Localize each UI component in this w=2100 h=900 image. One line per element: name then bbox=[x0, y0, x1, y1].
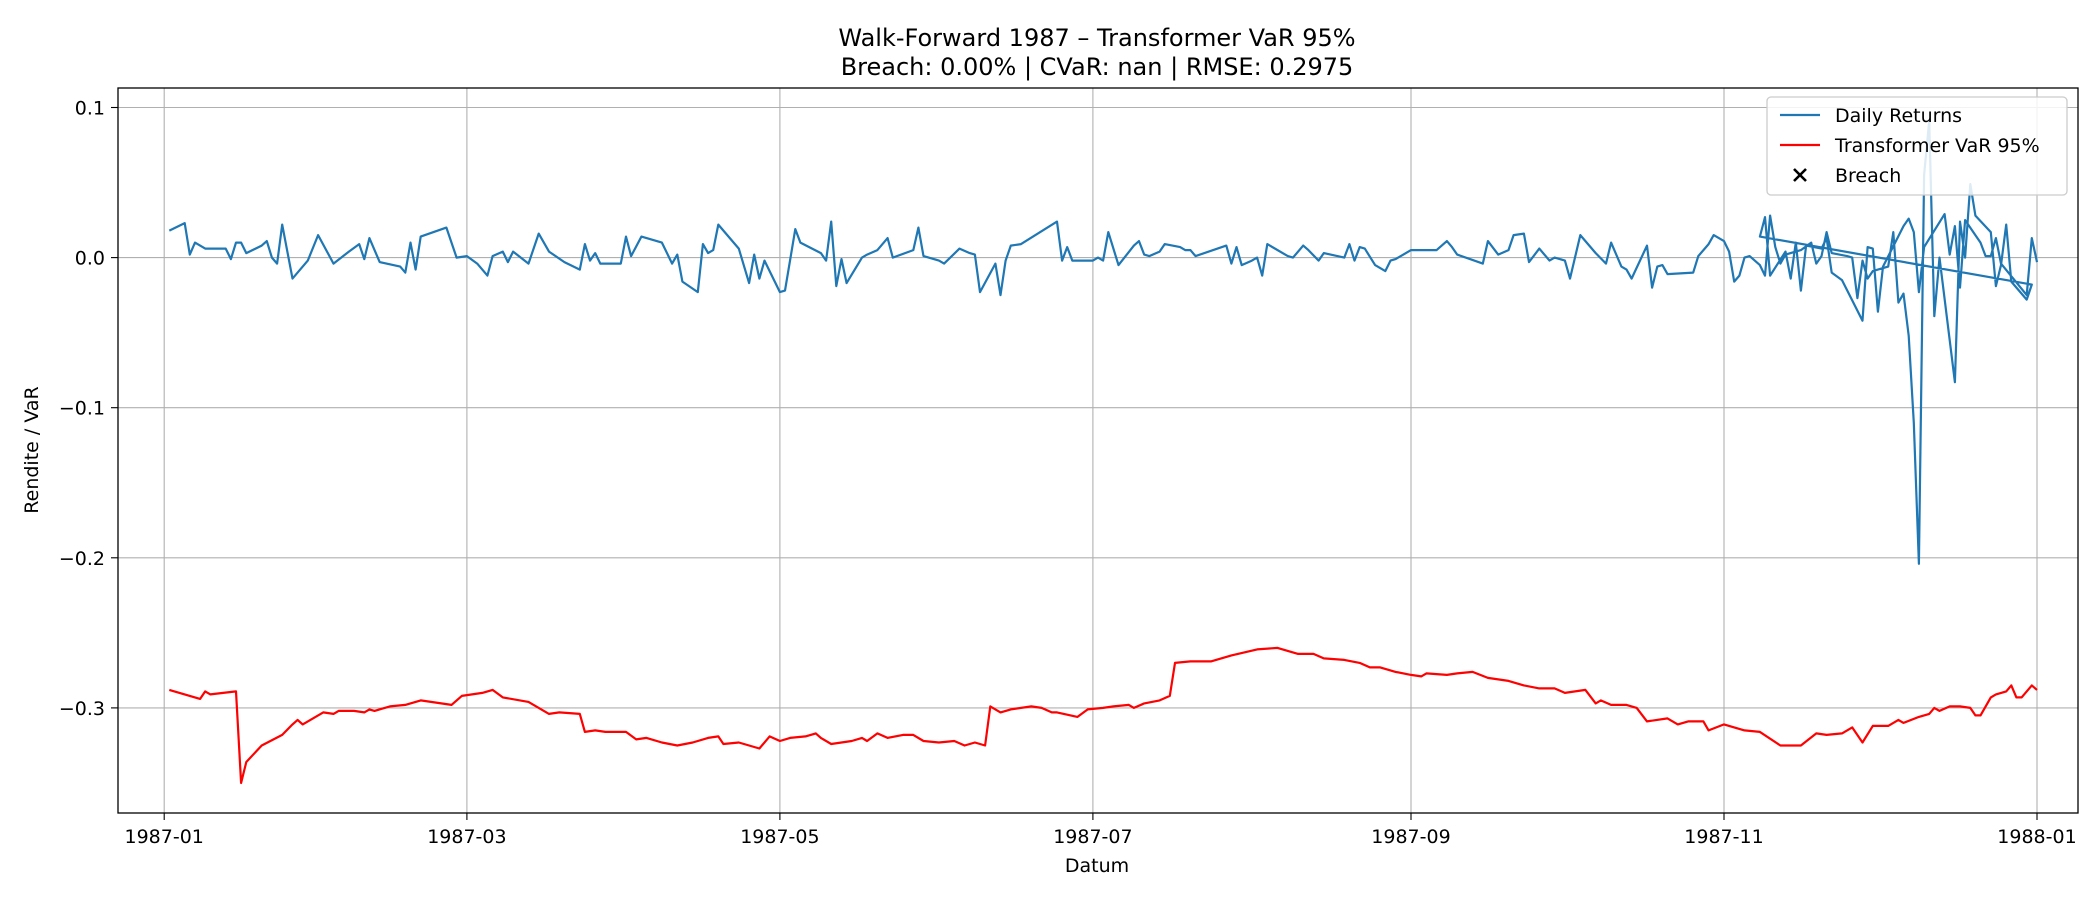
daily-returns-line bbox=[168, 119, 2039, 565]
y-tick-label: −0.2 bbox=[59, 548, 105, 570]
legend-marker-breach bbox=[1793, 168, 1807, 182]
y-axis-label: Rendite / VaR bbox=[21, 386, 43, 513]
plot-frame bbox=[117, 87, 2079, 814]
y-tick-label: 0.0 bbox=[75, 248, 105, 270]
legend-label-breach: Breach bbox=[1835, 165, 1901, 187]
x-axis-label: Datum bbox=[1065, 855, 1129, 877]
x-tick-label: 1987-11 bbox=[1684, 826, 1763, 848]
y-tick-label: −0.1 bbox=[59, 398, 105, 420]
legend: Daily Returns Transformer VaR 95% Breach bbox=[1766, 96, 2068, 196]
y-tick-label: −0.3 bbox=[59, 698, 105, 720]
x-tick-label: 1987-03 bbox=[427, 826, 506, 848]
x-tick-label: 1987-07 bbox=[1053, 826, 1132, 848]
chart-subtitle: Breach: 0.00% | CVaR: nan | RMSE: 0.2975 bbox=[841, 53, 1354, 81]
x-tick-label: 1988-01 bbox=[1997, 826, 2076, 848]
transformer-var-line bbox=[168, 646, 2038, 785]
axis-ticks: 1987-01 1987-03 1987-05 1987-07 1987-09 1987-… bbox=[59, 98, 2077, 849]
legend-label-transformer-var: Transformer VaR 95% bbox=[1834, 135, 2040, 157]
chart-title: Walk-Forward 1987 – Transformer VaR 95% bbox=[838, 24, 1355, 52]
legend-frame bbox=[1766, 96, 2068, 196]
grid-lines bbox=[118, 88, 2078, 813]
legend-label-daily-returns: Daily Returns bbox=[1835, 105, 1962, 127]
x-tick-label: 1987-05 bbox=[740, 826, 819, 848]
x-tick-label: 1987-01 bbox=[125, 826, 204, 848]
y-tick-label: 0.1 bbox=[75, 98, 105, 120]
x-tick-label: 1987-09 bbox=[1371, 826, 1450, 848]
series-layer bbox=[168, 119, 2039, 785]
